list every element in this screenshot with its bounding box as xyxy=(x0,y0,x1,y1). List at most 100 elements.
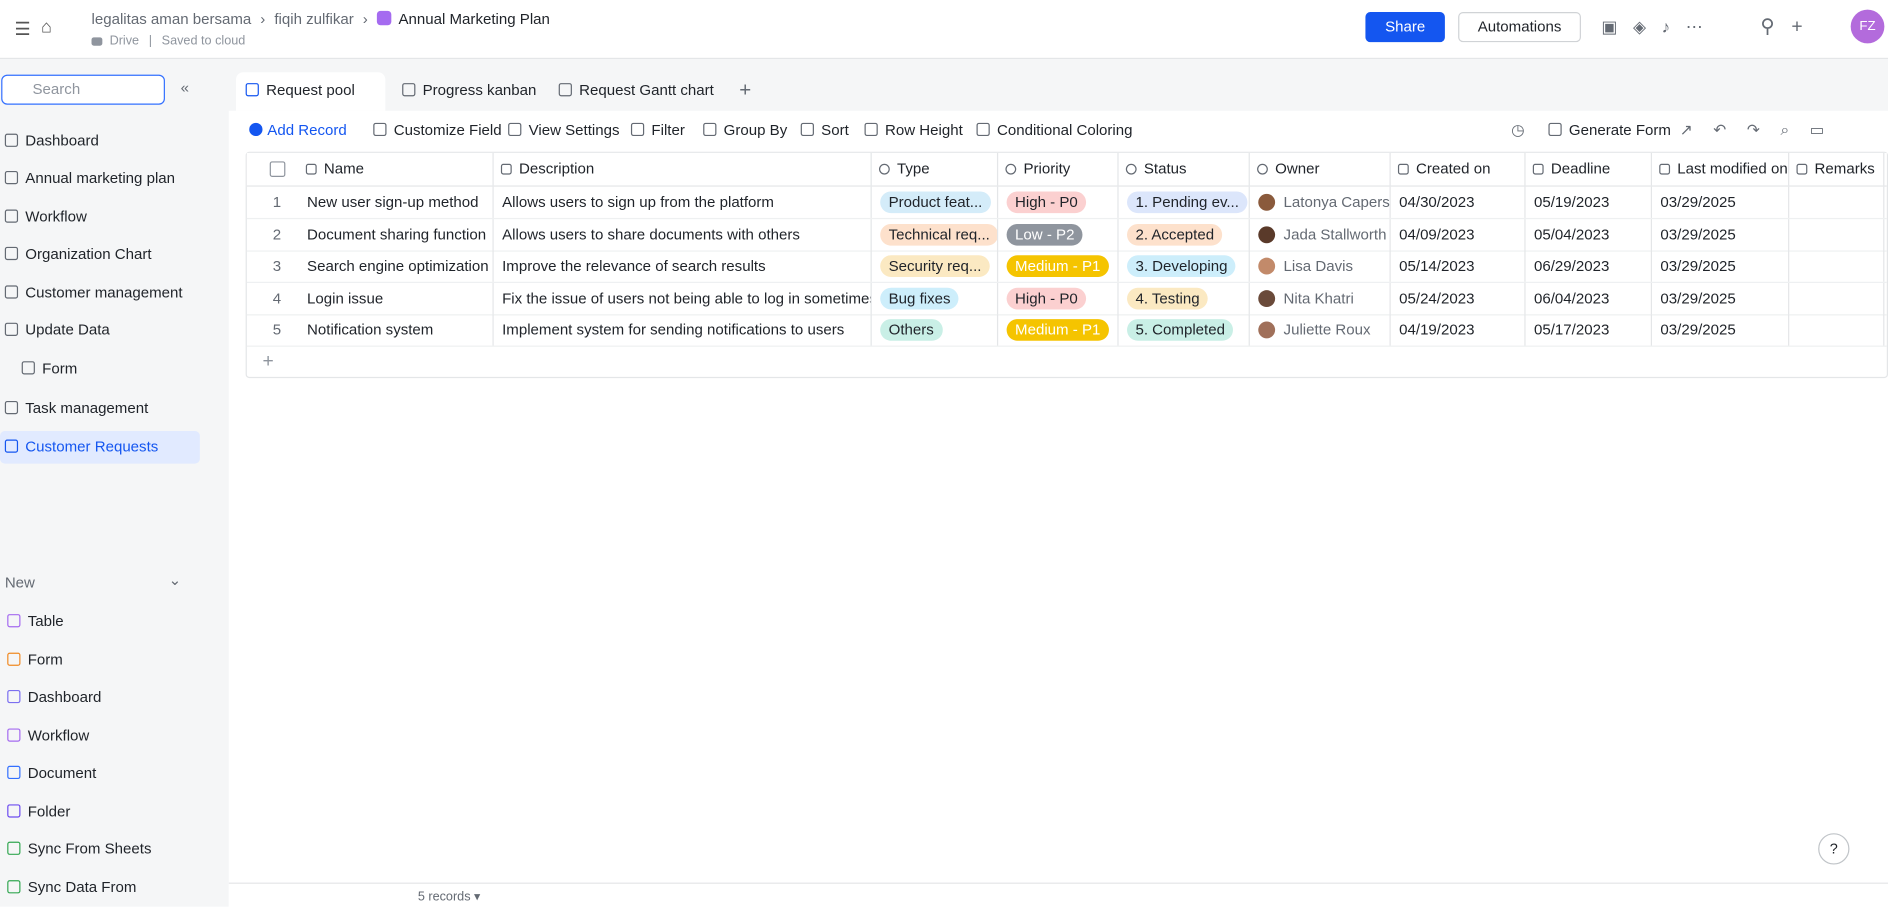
sidebar-item[interactable]: Workflow xyxy=(0,201,200,234)
tag: Medium - P1 xyxy=(1006,319,1109,341)
column-title: Type xyxy=(897,160,930,177)
new-item[interactable]: Table xyxy=(7,610,64,632)
toolbar-button[interactable]: Row Height xyxy=(864,122,963,138)
cell: Fix the issue of users not being able to… xyxy=(494,282,872,314)
tag: 3. Developing xyxy=(1127,255,1236,277)
header-icons[interactable]: ▣◈♪⋯ xyxy=(1601,16,1719,37)
cell-text: Notification system xyxy=(307,321,434,339)
toolbar-label: Customize Field xyxy=(393,121,502,139)
new-item[interactable]: Dashboard xyxy=(7,686,101,708)
new-item[interactable]: Folder xyxy=(7,800,70,822)
cell: Login issue xyxy=(299,282,494,314)
toolbar-button[interactable]: Conditional Coloring xyxy=(976,122,1133,138)
cell: Document sharing function xyxy=(299,218,494,250)
tag: Product feat... xyxy=(880,191,991,214)
sidebar-label: Update Data xyxy=(25,321,110,339)
column-header[interactable]: Remarks xyxy=(1789,152,1885,186)
sidebar-label: Organization Chart xyxy=(25,245,152,263)
toolbar-icons[interactable]: ◷ xyxy=(1511,120,1525,139)
sidebar-item[interactable]: Customer management xyxy=(0,277,200,310)
cell: Jada Stallworth xyxy=(1250,218,1391,250)
row-bg xyxy=(246,314,1887,347)
cell-text: 04/30/2023 xyxy=(1399,193,1475,211)
automations-button[interactable]: Automations xyxy=(1458,12,1581,43)
column-header[interactable]: Created on xyxy=(1391,152,1526,186)
cell-text: 05/14/2023 xyxy=(1399,257,1475,275)
menu-icon[interactable]: ☰ xyxy=(14,19,31,40)
sidebar-item[interactable]: Form xyxy=(0,353,200,386)
cell-text: Allows users to sign up from the platfor… xyxy=(502,193,774,211)
toolbar-label: Add Record xyxy=(267,121,347,139)
column-header[interactable]: Deadline xyxy=(1526,152,1652,186)
cell-text: 03/29/2025 xyxy=(1660,257,1736,275)
cell: Latonya Capers xyxy=(1250,186,1391,218)
sidebar-item[interactable]: Organization Chart xyxy=(0,238,200,271)
cell-text: 05/19/2023 xyxy=(1533,193,1610,211)
row-number: 1 xyxy=(272,193,282,211)
cell-text: Search engine optimization xyxy=(307,257,489,275)
add-row[interactable]: + xyxy=(262,351,274,373)
column-header[interactable]: Priority xyxy=(998,152,1119,186)
column-header[interactable]: Description xyxy=(494,152,872,186)
cell: 03/29/2025 xyxy=(1652,186,1790,218)
new-item[interactable]: Workflow xyxy=(7,724,89,746)
home-icon[interactable]: ⌂ xyxy=(40,16,52,38)
cell-text: 04/09/2023 xyxy=(1399,225,1475,243)
new-label: New xyxy=(4,574,35,592)
row-bg xyxy=(246,250,1887,283)
tab[interactable]: Progress kanban xyxy=(393,72,542,111)
cell-text: 03/29/2025 xyxy=(1660,193,1736,211)
tab[interactable]: Request Gantt chart xyxy=(549,72,718,111)
column-title: Name xyxy=(323,160,365,177)
new-item[interactable]: Sync Data From xyxy=(7,876,136,898)
toolbar-label: Sort xyxy=(821,121,849,139)
drive[interactable]: Drive xyxy=(109,33,140,49)
generate-form-label: Generate Form xyxy=(1568,121,1671,139)
sidebar-label: Form xyxy=(42,360,78,377)
generate-form[interactable]: Generate Form xyxy=(1548,121,1671,139)
tab[interactable]: Request pool xyxy=(235,72,386,111)
collapse[interactable]: « xyxy=(180,79,189,97)
share-button[interactable]: Share xyxy=(1365,12,1445,43)
tag: High - P0 xyxy=(1006,287,1087,309)
column-header[interactable]: Name xyxy=(299,152,494,186)
toolbar-button[interactable]: Filter xyxy=(630,122,685,138)
cell-text: Implement system for sending notificatio… xyxy=(502,321,845,339)
column-title: Last modified on xyxy=(1677,160,1788,177)
column-header[interactable]: Status xyxy=(1119,152,1250,186)
search-add[interactable]: ⚲+ xyxy=(1760,16,1820,38)
select-all[interactable] xyxy=(269,161,286,177)
search-box[interactable]: Search xyxy=(1,74,165,105)
new-item[interactable]: Sync From Sheets xyxy=(7,838,152,860)
cell-text: Login issue xyxy=(307,289,384,307)
help-button[interactable]: ? xyxy=(1818,833,1850,865)
sidebar-item[interactable]: Task management xyxy=(0,393,200,426)
new-toggle[interactable]: ⌄ xyxy=(168,571,182,589)
column-header[interactable]: Owner xyxy=(1250,152,1391,186)
cell: 06/29/2023 xyxy=(1526,250,1652,282)
column-title: Remarks xyxy=(1814,160,1875,177)
tag: Others xyxy=(880,319,943,341)
user-avatar[interactable]: FZ xyxy=(1850,9,1885,44)
toolbar-icons[interactable]: ↗↶↷⌕▭ xyxy=(1679,120,1845,139)
new-item[interactable]: Document xyxy=(7,762,96,784)
sidebar-item[interactable]: Update Data xyxy=(0,314,200,347)
sidebar-label: Dashboard xyxy=(25,132,99,150)
toolbar-button[interactable]: Sort xyxy=(800,121,849,139)
toolbar-button[interactable]: Add Record xyxy=(249,121,347,139)
sidebar-item[interactable]: Customer Requests xyxy=(0,431,200,464)
column-header[interactable]: Type xyxy=(872,152,999,186)
sidebar-item[interactable]: Annual marketing plan xyxy=(0,163,200,196)
sidebar-item[interactable]: Dashboard xyxy=(0,125,200,158)
row-bg xyxy=(246,282,1887,315)
new-item-label: Folder xyxy=(27,802,71,820)
row-number: 3 xyxy=(272,257,282,275)
add-tab[interactable]: + xyxy=(739,78,752,102)
toolbar-button[interactable]: Customize Field xyxy=(373,121,502,139)
new-item[interactable]: Form xyxy=(7,648,63,670)
column-header[interactable]: Last modified on xyxy=(1652,152,1790,186)
toolbar-button[interactable]: Group By xyxy=(703,122,787,138)
toolbar-button[interactable]: View Settings xyxy=(508,122,620,138)
new-item-label: Sync From Sheets xyxy=(27,840,152,858)
cell-text: Fix the issue of users not being able to… xyxy=(502,289,872,307)
